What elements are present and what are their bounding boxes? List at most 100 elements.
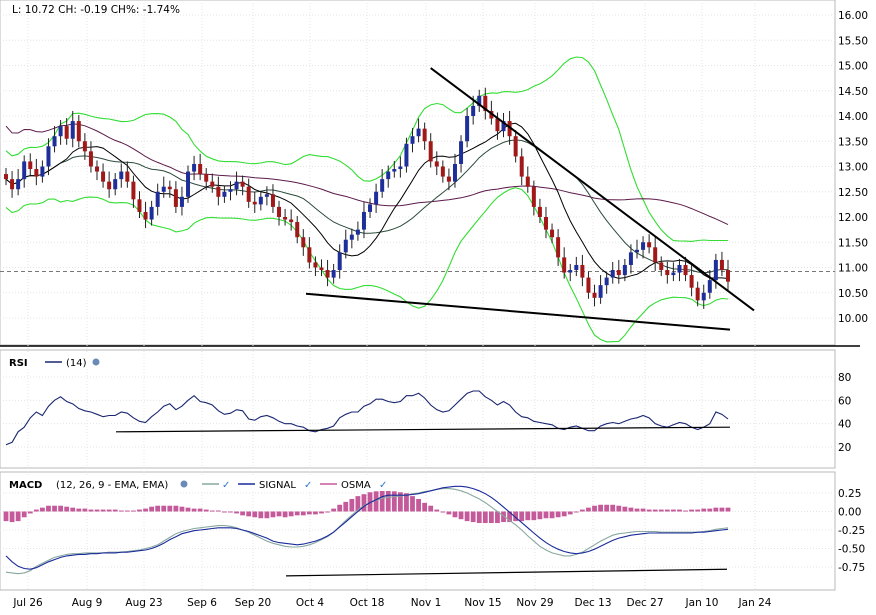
candle-up <box>398 166 403 170</box>
osma-bar <box>555 511 561 518</box>
price-tick-label: 10.50 <box>838 288 868 300</box>
candle-up <box>641 242 646 250</box>
candle-down <box>665 270 670 276</box>
candle-up <box>386 171 391 180</box>
macd-trendline <box>285 568 728 577</box>
candle-down <box>562 257 567 273</box>
osma-bar <box>652 509 658 512</box>
osma-bar <box>9 511 15 523</box>
price-tick-label: 10.00 <box>838 313 868 325</box>
osma-bar <box>707 508 713 512</box>
candle-down <box>689 275 694 288</box>
osma-bar <box>252 511 258 518</box>
candle-down <box>246 186 251 202</box>
osma-bar <box>52 505 57 512</box>
osma-bar <box>537 511 543 520</box>
candle-up <box>368 204 373 212</box>
osma-check[interactable]: ✓ <box>379 480 387 491</box>
osma-bar <box>173 505 179 512</box>
macd-settings-icon[interactable] <box>180 480 188 488</box>
candle-up <box>186 171 191 197</box>
candle-down <box>301 237 306 248</box>
candle-up <box>331 270 336 278</box>
quote-line: L: 10.72 CH: -0.19 CH%: -1.74% <box>12 4 180 16</box>
rsi-tick-label: 80 <box>838 372 851 384</box>
osma-bar <box>452 511 458 518</box>
macd-title: MACD <box>9 480 42 491</box>
candle-down <box>252 201 257 205</box>
macd-tick-label: -0.25 <box>838 525 865 537</box>
osma-bar <box>124 510 130 512</box>
signal-check[interactable]: ✓ <box>304 480 312 491</box>
candle-up <box>707 280 712 293</box>
osma-bar <box>234 511 239 514</box>
osma-bar <box>561 511 567 517</box>
osma-bar <box>21 511 27 518</box>
osma-bar <box>3 511 9 522</box>
candle-down <box>513 136 518 157</box>
osma-bar <box>610 504 616 512</box>
osma-bar <box>446 511 452 515</box>
osma-bar <box>428 505 434 512</box>
osma-bar <box>149 506 155 512</box>
osma-bar <box>634 508 640 512</box>
x-tick-label: Nov 1 <box>411 597 442 609</box>
candle-up <box>22 161 27 180</box>
candle-down <box>210 181 215 187</box>
osma-label: OSMA <box>341 480 371 491</box>
osma-bar <box>622 506 628 512</box>
candle-up <box>337 252 342 271</box>
osma-bar <box>482 511 488 524</box>
osma-bar <box>567 511 573 515</box>
candle-up <box>471 105 476 116</box>
candle-up <box>40 166 45 177</box>
osma-bar <box>519 511 525 522</box>
osma-bar <box>88 509 94 512</box>
candle-up <box>452 163 457 182</box>
osma-bar <box>725 507 731 512</box>
macd-line-check[interactable]: ✓ <box>222 480 230 491</box>
candle-up <box>361 211 366 230</box>
candle-up <box>161 186 166 192</box>
overlay-layer <box>5 56 729 343</box>
osma-bar <box>367 492 373 512</box>
candle-down <box>131 181 136 200</box>
osma-bar <box>337 504 343 512</box>
candle-up <box>713 259 718 281</box>
candle-up <box>355 229 360 235</box>
candle-down <box>277 206 282 217</box>
osma-bar <box>143 508 148 512</box>
candle-down <box>167 186 172 190</box>
candle-down <box>726 270 730 282</box>
price-tick-label: 16.00 <box>838 10 868 22</box>
candle-up <box>604 277 609 286</box>
candle-down <box>556 237 561 258</box>
rsi-tick-label: 20 <box>838 442 851 454</box>
candle-up <box>113 179 118 190</box>
price-tick-label: 13.50 <box>838 136 868 148</box>
candle-down <box>550 229 555 238</box>
x-tick-label: Aug 23 <box>125 597 162 609</box>
osma-bar <box>137 509 142 512</box>
candle-down <box>295 222 300 238</box>
osma-bar <box>410 496 415 512</box>
rsi-settings-icon[interactable] <box>92 358 100 366</box>
osma-bar <box>228 511 233 513</box>
osma-bar <box>343 501 349 512</box>
price-tick-label: 11.50 <box>838 237 868 249</box>
candle-down <box>428 141 433 162</box>
osma-bar <box>282 511 288 518</box>
osma-bar <box>167 505 173 512</box>
candle-down <box>531 186 536 207</box>
rsi-tick-label: 40 <box>838 419 851 431</box>
candle-up <box>258 196 263 205</box>
candle-up <box>465 116 470 142</box>
price-support-trendline <box>305 292 731 331</box>
grid-layer <box>0 0 835 590</box>
osma-bar <box>689 509 694 512</box>
candle-up <box>404 143 409 167</box>
macd-legend-box <box>4 476 396 491</box>
osma-bar <box>586 507 591 512</box>
osma-bar <box>416 498 421 512</box>
